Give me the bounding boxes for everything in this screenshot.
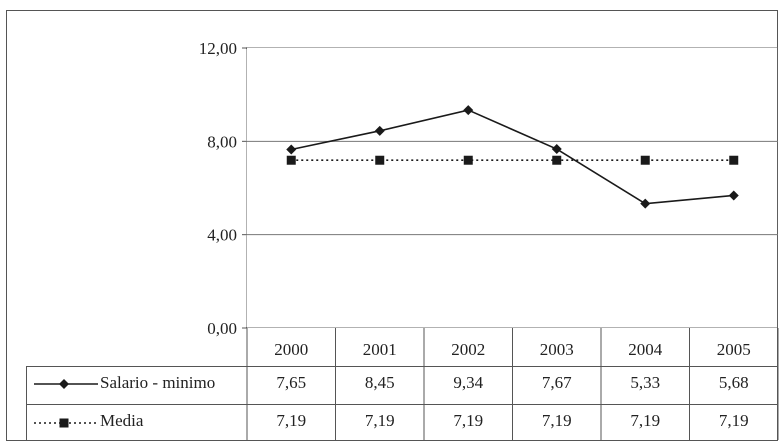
x-category-label: 2005 [717,340,751,359]
x-category-label: 2002 [451,340,485,359]
diamond-marker [59,379,69,389]
diamond-marker [728,190,739,201]
data-label: 5,33 [630,373,660,392]
square-marker [640,155,650,165]
series-markers [286,105,739,209]
x-category-label: 2003 [540,340,574,359]
data-label: 7,19 [453,411,483,430]
x-axis-category-labels: 2000 2001 2002 2003 2004 2005 [274,340,751,359]
data-label: 8,45 [365,373,395,392]
diamond-marker [463,105,474,116]
data-labels-media: 7,19 7,19 7,19 7,19 7,19 7,19 [276,411,748,430]
y-tick-label: 12,00 [199,39,237,58]
square-marker [375,155,385,165]
legend-label-salario: Salario - minimo [100,373,215,392]
data-label: 9,34 [453,373,483,392]
square-marker [286,155,296,165]
y-axis-tick-labels: 0,00 4,00 8,00 12,00 [199,39,237,338]
legend-label-media: Media [100,411,144,430]
data-label: 5,68 [719,373,749,392]
diamond-marker [374,125,385,136]
square-marker [552,155,562,165]
x-category-label: 2001 [363,340,397,359]
square-marker [59,418,69,428]
plot-area [246,47,778,328]
data-table-row-media: Media 7,19 7,19 7,19 7,19 7,19 7,19 [34,411,749,430]
data-labels-salario: 7,65 8,45 9,34 7,67 5,33 5,68 [276,373,748,392]
data-table [26,328,779,440]
diamond-marker [551,144,562,155]
y-tick-label: 0,00 [207,319,237,338]
square-marker [729,155,739,165]
x-category-label: 2000 [274,340,308,359]
data-label: 7,65 [276,373,306,392]
legend-key-media [34,418,98,428]
data-label: 7,19 [276,411,306,430]
data-table-row-salario: Salario - minimo 7,65 8,45 9,34 7,67 5,33 5,6… [34,373,749,392]
x-category-label: 2004 [628,340,663,359]
square-marker [463,155,473,165]
gridlines [242,47,778,329]
series-lines [291,109,734,205]
legend-key-salario [34,379,98,389]
y-tick-label: 4,00 [207,226,237,245]
series-line [291,109,734,205]
y-tick-label: 8,00 [207,132,237,151]
diamond-marker [640,198,651,209]
data-label: 7,67 [542,373,572,392]
data-label: 7,19 [630,411,660,430]
data-label: 7,19 [365,411,395,430]
diamond-marker [286,144,297,155]
data-label: 7,19 [542,411,572,430]
data-label: 7,19 [719,411,749,430]
